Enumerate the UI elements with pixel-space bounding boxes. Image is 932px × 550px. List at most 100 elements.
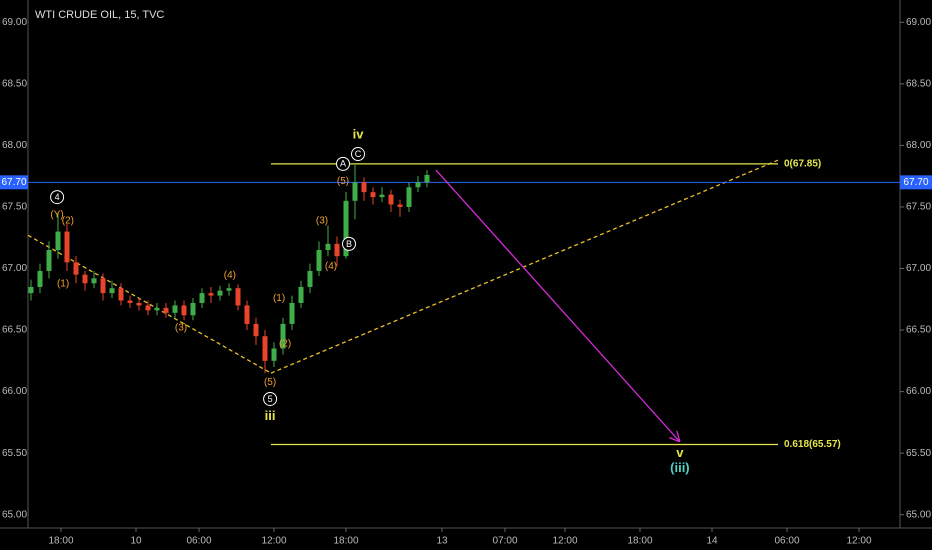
trend-line [27,234,272,374]
candle-body [280,323,286,349]
x-tick-label: 06:00 [186,536,211,547]
wave-label: (iii) [670,460,690,475]
candle-body [181,305,187,316]
y-tick-label: 68.00 [906,140,931,151]
wave-circle [50,190,65,205]
candle-body [289,302,295,324]
candle-body [253,323,259,337]
candle-body [154,307,160,311]
y-tick-label: 67.50 [906,202,931,213]
candle-body [397,204,403,207]
candle-body [307,270,313,287]
y-tick-label-left: 68.50 [2,78,27,89]
y-tick-label: 67.00 [906,263,931,274]
candle-body [361,182,367,193]
candle-body [208,293,214,296]
candle-body [316,250,322,271]
y-tick-label-left: 67.00 [2,263,27,274]
chart-title: WTI CRUDE OIL, 15, TVC [35,9,164,21]
y-tick-label-left: 65.00 [2,509,27,520]
wave-circle [336,156,350,171]
candle-body [244,305,250,324]
candle-body [82,274,88,284]
x-tick-label: 14 [706,536,718,547]
x-tick-label: 13 [436,536,448,547]
y-tick-label-left: 69.00 [2,17,27,28]
candle-body [235,288,241,306]
wave-label: (3) [175,323,187,334]
candle-body [163,307,169,313]
wave-label: (2) [279,339,291,350]
wave-label: v [676,445,684,460]
x-tick-label: 10 [130,536,142,547]
y-tick-label-left: 65.50 [2,448,27,459]
candle-body [406,187,412,207]
price-label-box [900,175,932,190]
candle-body [199,293,205,303]
candle-body [127,300,133,303]
candle-body [298,286,304,303]
fib-label: 0(67.85) [784,159,821,170]
wave-label: (1) [57,278,69,289]
candle-body [343,200,349,257]
candle-body [379,194,385,198]
y-tick-label: 66.00 [906,386,931,397]
y-tick-label-left: 66.50 [2,325,27,336]
candle-body [37,270,43,287]
candle-body [370,192,376,198]
plot-area [28,0,900,528]
candle-body [73,262,79,275]
y-tick-label: 68.50 [906,78,931,89]
candle-body [334,243,340,257]
y-tick-label-left: 68.00 [2,140,27,151]
price-label-box [0,175,28,190]
wave-label: (1) [273,293,285,304]
wave-label: 4 [55,192,60,202]
candle-body [388,194,394,205]
wave-label: (4) [224,270,236,281]
wave-label: (3) [316,216,328,227]
x-tick-label: 18:00 [333,536,358,547]
candle-body [424,174,430,183]
candle-body [325,243,331,251]
x-tick-label: 18:00 [48,536,73,547]
x-tick-label: 06:00 [774,536,799,547]
trend-line [270,159,779,374]
x-tick-label: 12:00 [552,536,577,547]
x-tick-label: 12:00 [261,536,286,547]
candle-body [172,305,178,313]
y-tick-label: 65.50 [906,448,931,459]
wave-circle [342,236,356,251]
wave-label: (5) [337,176,349,187]
candle-body [118,288,124,301]
candle-body [262,336,268,361]
price-label: 67.70 [903,177,928,188]
x-tick-label: 18:00 [627,536,652,547]
wave-circle [263,391,278,406]
candle-body [100,278,106,294]
candle-body [271,348,277,361]
x-tick-label: 07:00 [492,536,517,547]
wave-circle [351,147,365,162]
fib-label: 0.618(65.57) [784,439,841,450]
wave-label: (5) [264,377,276,388]
candle-body [415,182,421,188]
candle-body [226,288,232,291]
wave-label: (Y) [50,209,63,220]
wave-label: iv [353,126,365,141]
y-tick-label-left: 66.00 [2,386,27,397]
y-tick-label: 69.00 [906,17,931,28]
candle-body [64,231,70,263]
candle-body [190,302,196,316]
wave-label: C [355,149,362,159]
wave-label: iii [265,408,276,423]
candle-body [145,305,151,311]
wave-label: (4) [325,261,337,272]
x-tick-label: 12:00 [846,536,871,547]
wave-label: 5 [268,394,273,404]
candle-body [28,286,34,294]
wave-label: A [340,159,346,169]
candle-body [136,302,142,306]
candle-body [55,231,61,251]
